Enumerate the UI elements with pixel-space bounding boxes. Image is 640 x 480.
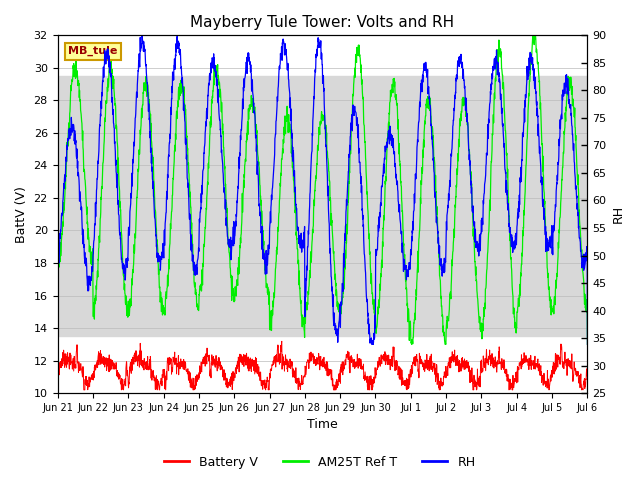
Title: Mayberry Tule Tower: Volts and RH: Mayberry Tule Tower: Volts and RH xyxy=(191,15,454,30)
X-axis label: Time: Time xyxy=(307,419,338,432)
Y-axis label: BattV (V): BattV (V) xyxy=(15,186,28,243)
Y-axis label: RH: RH xyxy=(612,205,625,223)
Legend: Battery V, AM25T Ref T, RH: Battery V, AM25T Ref T, RH xyxy=(159,451,481,474)
Text: MB_tule: MB_tule xyxy=(68,46,118,56)
Bar xyxy=(58,76,588,336)
